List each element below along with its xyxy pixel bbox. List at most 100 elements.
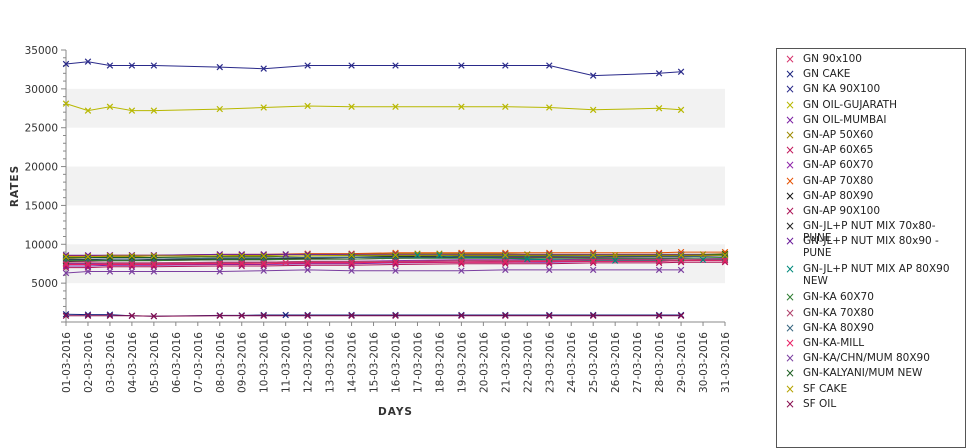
x-tick-label: 25-03-2016	[588, 332, 600, 393]
legend-marker-icon: ×	[783, 235, 797, 247]
legend-label: GN-JL+P NUT MIX 80x90 - PUNE	[803, 235, 963, 259]
x-tick-label: 17-03-2016	[412, 332, 424, 393]
x-tick-label: 11-03-2016	[281, 332, 293, 393]
legend-item: × GN-AP 60X65	[783, 144, 963, 156]
legend-item: × SF OIL	[783, 398, 963, 410]
legend-item: ×GN-AP 70X80	[783, 175, 963, 187]
y-tick-label: 10000	[25, 239, 58, 251]
legend-marker-icon: ×	[783, 322, 797, 334]
legend-item: ×GN-KA 60X70	[783, 291, 963, 303]
y-tick-label: 20000	[25, 162, 58, 174]
legend-item: × SF CAKE	[783, 383, 963, 395]
legend-marker-icon: ×	[783, 367, 797, 379]
x-tick-label: 14-03-2016	[347, 332, 359, 393]
x-tick-label: 20-03-2016	[478, 332, 490, 393]
legend-label: GN-AP 90X100	[803, 205, 963, 217]
legend-marker-icon: ×	[783, 129, 797, 141]
legend-item: × GN KA 90X100	[783, 83, 963, 95]
y-tick-label: 15000	[25, 200, 58, 212]
x-tick-label: 01-03-2016	[61, 332, 73, 393]
y-tick-labels: 5000 10000 15000 20000 25000 30000 35000	[25, 45, 58, 290]
legend-item: ×GN CAKE	[783, 68, 963, 80]
x-tick-label: 13-03-2016	[325, 332, 337, 393]
legend-item: ×GN-KA 80X90	[783, 322, 963, 334]
x-tick-label: 15-03-2016	[369, 332, 381, 393]
legend-marker-icon: ×	[783, 190, 797, 202]
grid-band	[66, 167, 725, 206]
y-tick-label: 35000	[25, 45, 58, 57]
legend-marker-icon: ×	[783, 53, 797, 65]
legend-marker-icon: ×	[783, 220, 797, 232]
legend-label: GN OIL-MUMBAI	[803, 114, 963, 126]
series-line	[66, 62, 681, 76]
legend-marker-icon: ×	[783, 352, 797, 364]
x-tick-label: 04-03-2016	[127, 332, 139, 393]
legend-label: GN-AP 60X70	[803, 159, 963, 171]
legend-label: GN-KA-MILL	[803, 337, 963, 349]
x-tick-label: 29-03-2016	[676, 332, 688, 393]
x-tick-label: 07-03-2016	[193, 332, 205, 393]
x-tick-label: 10-03-2016	[259, 332, 271, 393]
y-tick-label: 25000	[25, 123, 58, 135]
x-tick-label: 21-03-2016	[500, 332, 512, 393]
legend-item: ×GN-JL+P NUT MIX 70x80-PUNE	[783, 220, 963, 232]
legend-label: GN OIL-GUJARATH	[803, 99, 963, 111]
x-tick-label: 27-03-2016	[632, 332, 644, 393]
legend-label: GN-JL+P NUT MIX AP 80X90 NEW	[803, 263, 963, 287]
legend-item: ×GN 90x100	[783, 53, 963, 65]
legend-marker-icon: ×	[783, 263, 797, 275]
x-tick-label: 02-03-2016	[83, 332, 95, 393]
x-axis-title: DAYS	[378, 406, 413, 418]
legend-item: × GN-AP 90X100	[783, 205, 963, 217]
legend-item: × GN-JL+P NUT MIX 80x90 - PUNE	[783, 235, 963, 259]
legend-label: GN-KALYANI/MUM NEW	[803, 367, 963, 379]
legend-label: SF CAKE	[803, 383, 963, 395]
legend-item: × GN-JL+P NUT MIX AP 80X90 NEW	[783, 263, 963, 287]
x-tick-label: 22-03-2016	[522, 332, 534, 393]
x-tick-label: 23-03-2016	[544, 332, 556, 393]
x-tick-label: 26-03-2016	[610, 332, 622, 393]
x-tick-label: 19-03-2016	[456, 332, 468, 393]
legend-marker-icon: ×	[783, 144, 797, 156]
legend-item: × GN OIL-MUMBAI	[783, 114, 963, 126]
chart-legend: ×GN 90x100×GN CAKE×GN KA 90X100×GN OIL-G…	[776, 48, 966, 448]
legend-marker-icon: ×	[783, 383, 797, 395]
legend-marker-icon: ×	[783, 83, 797, 95]
legend-label: GN KA 90X100	[803, 83, 963, 95]
y-tick-label: 30000	[25, 84, 58, 96]
legend-marker-icon: ×	[783, 99, 797, 111]
x-tick-label: 05-03-2016	[149, 332, 161, 393]
legend-marker-icon: ×	[783, 291, 797, 303]
legend-marker-icon: ×	[783, 205, 797, 217]
x-tick-label: 24-03-2016	[566, 332, 578, 393]
legend-item: × GN-KA-MILL	[783, 337, 963, 349]
legend-label: SF OIL	[803, 398, 963, 410]
legend-marker-icon: ×	[783, 398, 797, 410]
legend-label: GN-AP 80X90	[803, 190, 963, 202]
legend-marker-icon: ×	[783, 175, 797, 187]
x-tick-label: 08-03-2016	[215, 332, 227, 393]
legend-label: GN-AP 60X65	[803, 144, 963, 156]
legend-item: ×GN-KA 70X80	[783, 307, 963, 319]
y-axis-title: RATES	[9, 165, 21, 207]
legend-label: GN-KA 70X80	[803, 307, 963, 319]
y-tick-label: 5000	[31, 278, 58, 290]
legend-label: GN-KA/CHN/MUM 80X90	[803, 352, 963, 364]
legend-item: ×GN-AP 50X60	[783, 129, 963, 141]
x-tick-label: 28-03-2016	[654, 332, 666, 393]
legend-item: × GN-AP 60X70	[783, 159, 963, 171]
x-tick-label: 30-03-2016	[698, 332, 710, 393]
legend-marker-icon: ×	[783, 337, 797, 349]
grid-band	[66, 89, 725, 128]
x-tick-label: 31-03-2016	[720, 332, 732, 393]
x-tick-label: 16-03-2016	[391, 332, 403, 393]
legend-item: × GN-KA/CHN/MUM 80X90	[783, 352, 963, 364]
x-tick-label: 06-03-2016	[171, 332, 183, 393]
legend-item: × GN-KALYANI/MUM NEW	[783, 367, 963, 379]
legend-marker-icon: ×	[783, 68, 797, 80]
legend-marker-icon: ×	[783, 159, 797, 171]
legend-item: × GN-AP 80X90	[783, 190, 963, 202]
x-tick-label: 12-03-2016	[303, 332, 315, 393]
legend-marker-icon: ×	[783, 114, 797, 126]
